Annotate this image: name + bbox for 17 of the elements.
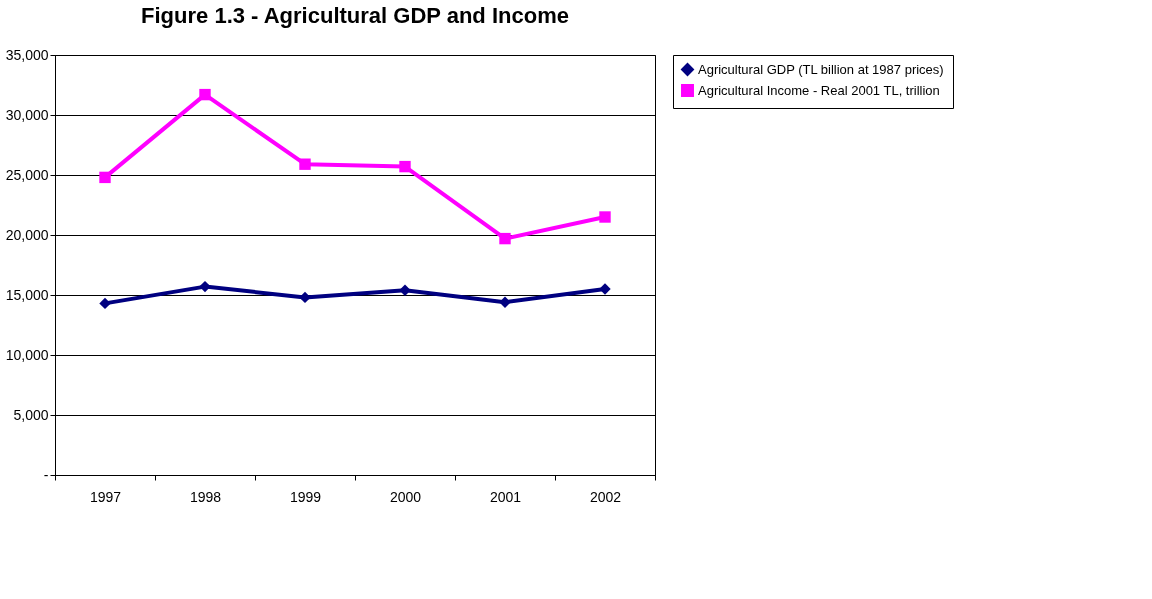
y-tick-label: 10,000 [5,346,49,363]
x-tick-label: 2002 [589,488,622,505]
x-tick-label: 2000 [389,488,422,505]
y-tick-label: 30,000 [5,106,49,123]
y-tick-label: 15,000 [5,286,49,303]
y-tick-label: 20,000 [5,226,49,243]
y-tick-label: 35,000 [5,46,49,63]
legend-label: Agricultural Income - Real 2001 TL, trillion [698,82,940,98]
x-tick-label: 2001 [489,488,522,505]
x-tick-label: 1998 [189,488,222,505]
legend-label: Agricultural GDP (TL billion at 1987 prices) [698,61,944,77]
x-tick-label: 1997 [89,488,122,505]
x-tick-label: 1999 [289,488,322,505]
y-tick-label: - [43,466,49,483]
chart-title: Figure 1.3 - Agricultural GDP and Income [141,3,569,28]
y-tick-label: 5,000 [13,406,49,423]
y-tick-label: 25,000 [5,166,49,183]
